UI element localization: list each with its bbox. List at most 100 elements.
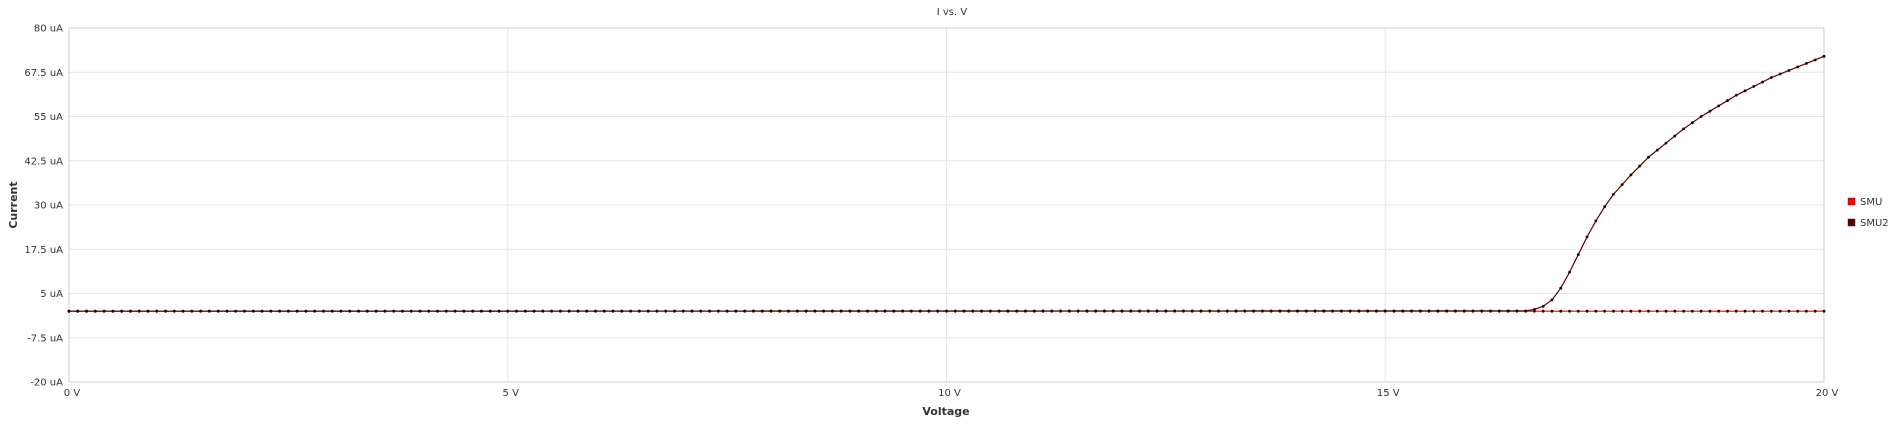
data-point	[1094, 309, 1098, 313]
data-point	[1041, 309, 1045, 313]
data-point	[1375, 309, 1378, 313]
data-point	[769, 309, 773, 313]
data-point	[1638, 309, 1642, 313]
data-point	[1796, 309, 1800, 313]
data-point	[988, 309, 992, 313]
x-axis-title: Voltage	[922, 405, 969, 418]
data-point	[1217, 309, 1220, 313]
data-point	[620, 309, 624, 313]
data-point	[1076, 309, 1080, 313]
data-point	[93, 309, 97, 313]
data-point	[172, 309, 176, 313]
y-tick-label: 42.5 uA	[24, 156, 63, 167]
data-point	[462, 309, 466, 313]
data-point	[1822, 54, 1826, 58]
data-point	[1278, 309, 1282, 313]
data-point	[822, 309, 826, 313]
data-point	[488, 309, 492, 313]
data-point	[787, 309, 790, 313]
data-point	[795, 309, 799, 313]
data-point	[471, 309, 475, 313]
data-point	[664, 309, 668, 313]
data-point	[1304, 309, 1308, 313]
data-point	[1454, 309, 1457, 313]
data-point	[1778, 309, 1782, 313]
data-point	[278, 309, 281, 313]
data-point	[910, 309, 913, 313]
data-point	[1620, 183, 1624, 187]
data-point	[1726, 99, 1729, 102]
data-point	[857, 309, 861, 313]
data-point	[418, 309, 422, 313]
data-point	[1173, 309, 1177, 313]
data-point	[1199, 309, 1203, 313]
data-point	[804, 309, 808, 313]
data-point	[962, 309, 966, 313]
data-point	[1576, 309, 1580, 313]
data-point	[85, 309, 88, 313]
legend-swatch	[1847, 197, 1856, 206]
data-point	[1436, 309, 1440, 313]
data-point	[1006, 309, 1010, 313]
data-point	[67, 309, 71, 313]
data-point	[576, 309, 580, 313]
plot-border	[68, 27, 1825, 383]
data-point	[532, 309, 536, 313]
data-point	[1594, 219, 1598, 223]
data-point	[1594, 309, 1598, 313]
data-point	[120, 309, 124, 313]
data-point	[1296, 309, 1299, 313]
y-tick-label: 55 uA	[34, 112, 63, 123]
data-point	[1550, 298, 1554, 302]
data-point	[1576, 253, 1580, 256]
data-point	[1366, 309, 1370, 313]
data-point	[1726, 309, 1729, 313]
data-point	[1787, 69, 1791, 72]
data-point	[1024, 309, 1027, 313]
data-point	[1603, 309, 1607, 313]
y-tick-label: -20 uA	[30, 378, 63, 389]
data-point	[1629, 173, 1633, 177]
data-point	[1331, 309, 1334, 313]
data-point	[611, 309, 615, 313]
data-point	[699, 309, 703, 313]
data-point	[1111, 309, 1115, 313]
data-point	[725, 309, 729, 313]
data-point	[111, 309, 115, 313]
data-point	[1085, 309, 1089, 313]
data-point	[1243, 309, 1247, 313]
data-point	[1647, 155, 1650, 159]
y-axis-ticks: 80 uA 67.5 uA 55 uA 42.5 uA 30 uA 17.5 uA 5 uA…	[24, 24, 63, 389]
data-point	[1673, 134, 1677, 138]
data-point	[936, 309, 940, 313]
data-point	[1708, 109, 1712, 113]
data-point	[752, 309, 755, 313]
data-point	[1182, 309, 1185, 313]
data-point	[453, 309, 457, 313]
data-point	[1445, 309, 1449, 313]
data-point	[945, 309, 948, 313]
data-point	[348, 309, 352, 313]
data-point	[927, 309, 931, 313]
data-point	[637, 309, 641, 313]
data-point	[681, 309, 685, 313]
data-point	[1620, 309, 1624, 313]
data-point	[409, 309, 413, 313]
data-point	[541, 309, 545, 313]
data-point	[1796, 65, 1800, 69]
data-point	[357, 309, 360, 313]
data-point	[734, 309, 738, 313]
data-point	[1287, 309, 1291, 313]
data-point	[1164, 309, 1168, 313]
data-point	[953, 309, 957, 313]
data-point	[1322, 309, 1326, 313]
data-point	[655, 309, 659, 313]
data-point	[1418, 309, 1422, 313]
data-point	[1524, 309, 1528, 313]
data-point	[839, 309, 843, 313]
y-tick-label: 30 uA	[34, 201, 63, 212]
data-point	[1506, 309, 1510, 313]
data-point	[129, 309, 132, 313]
data-point	[1059, 309, 1062, 313]
